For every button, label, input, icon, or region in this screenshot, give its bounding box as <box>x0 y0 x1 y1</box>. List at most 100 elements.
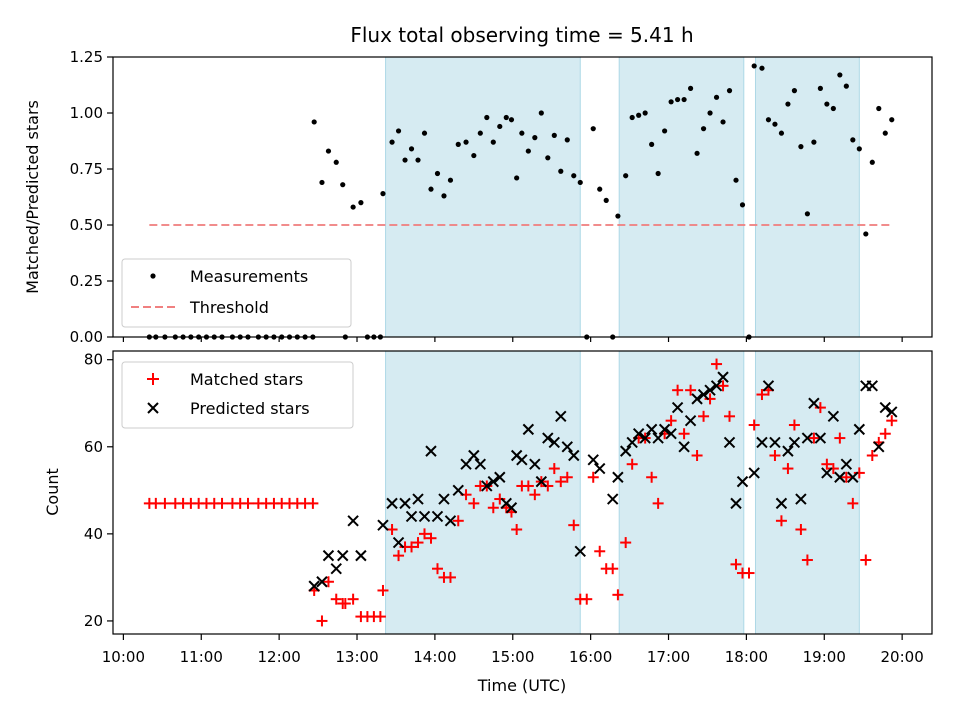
measurement-point <box>428 186 434 192</box>
predicted-star-point <box>691 393 703 405</box>
y-tick-label: 0.25 <box>70 272 103 290</box>
matched-star-point <box>748 419 760 431</box>
measurement-point <box>402 157 408 163</box>
matched-star-point <box>406 541 418 553</box>
predicted-star-point <box>431 510 444 523</box>
measurement-point <box>358 200 364 206</box>
matched-star-point <box>678 428 690 440</box>
matched-star-point <box>769 449 781 461</box>
predicted-star-point <box>795 493 807 505</box>
legend-box <box>121 361 354 429</box>
predicted-star-point <box>684 414 697 427</box>
measurement-point <box>700 126 707 132</box>
predicted-star-point <box>405 510 418 523</box>
measurement-point <box>675 96 681 103</box>
predicted-star-point <box>847 471 859 483</box>
predicted-star-point <box>505 502 518 514</box>
measurement-point <box>519 130 525 136</box>
matched-star-point <box>866 449 878 461</box>
matched-star-point <box>587 471 599 483</box>
measurement-point <box>590 126 596 132</box>
predicted-star-point <box>756 436 768 449</box>
legend-box <box>121 258 352 328</box>
measurement-point <box>869 159 875 165</box>
y-tick-label: 0.75 <box>70 160 103 178</box>
predicted-star-point <box>561 441 573 453</box>
predicted-star-point <box>587 454 599 466</box>
legend-label-measurements: Measurements <box>190 267 308 286</box>
measurement-point <box>514 175 520 181</box>
predicted-star-point <box>412 493 424 505</box>
measurement-point <box>471 152 477 159</box>
measurement-point <box>765 117 772 123</box>
highlight-band <box>385 350 581 635</box>
measurement-point <box>615 213 621 219</box>
matched-star-point <box>548 463 560 475</box>
measurement-point <box>772 121 778 127</box>
matched-star-point <box>704 393 716 405</box>
predicted-star-point <box>827 410 840 423</box>
measurement-point <box>415 157 421 163</box>
matched-star-point <box>561 471 573 483</box>
matched-star-point <box>316 615 328 627</box>
predicted-star-point <box>678 441 690 453</box>
matched-star-point <box>834 432 846 444</box>
matched-star-point <box>242 497 254 509</box>
matched-star-point <box>511 524 523 536</box>
measurement-point <box>597 186 603 192</box>
predicted-star-point <box>542 432 554 444</box>
matched-star-point <box>756 389 768 401</box>
highlight-band <box>754 350 860 635</box>
measurement-point <box>726 88 733 94</box>
measurement-point <box>497 123 503 130</box>
measurement-point <box>311 119 317 125</box>
predicted-star-point <box>834 471 846 483</box>
predicted-star-point <box>516 454 528 466</box>
matched-star-point <box>159 497 171 509</box>
x-tick-label: 16:00 <box>569 648 612 666</box>
predicted-star-point <box>612 471 624 483</box>
matched-star-point <box>808 432 820 444</box>
measurement-point <box>455 141 461 147</box>
predicted-star-point <box>769 436 781 449</box>
predicted-star-point <box>658 423 671 436</box>
predicted-star-point <box>568 449 580 462</box>
matched-star-point <box>529 489 541 501</box>
measurement-point <box>707 110 713 116</box>
predicted-star-point <box>626 436 638 449</box>
measurement-point <box>804 211 810 217</box>
matched-star-point <box>347 593 359 605</box>
predicted-star-point <box>853 423 866 436</box>
measurement-point <box>545 155 551 161</box>
matched-star-point <box>665 415 677 427</box>
measurement-point <box>759 65 765 71</box>
legend-marker-predicted-stars <box>147 402 159 414</box>
legend-marker-measurements <box>150 273 156 279</box>
predicted-star-point <box>548 436 561 449</box>
predicted-star-point <box>438 493 450 505</box>
predicted-star-point <box>775 497 788 510</box>
highlight-band <box>618 350 745 635</box>
measurement-point <box>662 128 668 134</box>
matched-star-point <box>393 550 405 562</box>
matched-star-point <box>468 497 480 509</box>
measurement-point <box>551 132 557 138</box>
matched-star-point <box>788 419 800 431</box>
measurement-point <box>434 170 441 177</box>
bottom-panel-y-ticks: 20 40 60 80 <box>84 351 113 630</box>
measurement-point <box>319 179 325 186</box>
measurement-point <box>830 105 836 112</box>
predicted-star-point <box>574 545 586 557</box>
measurement-point <box>824 101 830 107</box>
measurement-point <box>876 105 882 112</box>
measurement-point <box>837 72 843 78</box>
predicted-star-point <box>392 536 405 549</box>
predicted-star-point <box>377 519 389 531</box>
predicted-star-point <box>535 475 548 488</box>
matched-star-point <box>487 502 499 514</box>
predicted-star-point <box>879 401 891 414</box>
predicted-star-point <box>632 428 645 440</box>
x-axis-label: Time (UTC) <box>477 676 566 695</box>
bottom-panel-x-ticks: 10:00 11:00 12:00 13:00 14:00 15:00 16:00 17:00… <box>102 634 924 666</box>
measurement-point <box>889 117 895 123</box>
